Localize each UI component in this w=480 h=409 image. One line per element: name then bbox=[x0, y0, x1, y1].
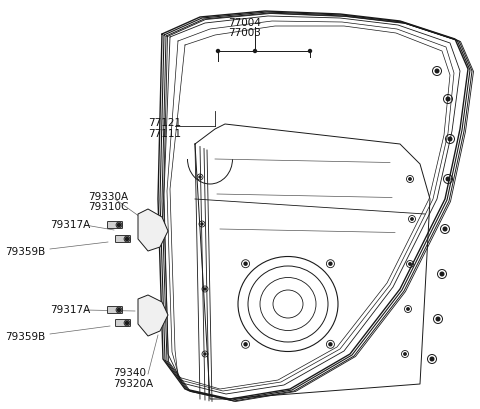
Circle shape bbox=[409, 263, 411, 265]
Circle shape bbox=[244, 263, 247, 265]
Circle shape bbox=[204, 353, 206, 355]
FancyBboxPatch shape bbox=[108, 222, 122, 229]
Circle shape bbox=[404, 353, 406, 355]
Circle shape bbox=[411, 218, 413, 221]
Text: 79359B: 79359B bbox=[5, 331, 45, 341]
Text: 79317A: 79317A bbox=[50, 304, 90, 314]
Circle shape bbox=[446, 98, 450, 101]
Text: 79320A: 79320A bbox=[113, 378, 153, 388]
FancyBboxPatch shape bbox=[116, 236, 131, 243]
Circle shape bbox=[125, 322, 129, 325]
Circle shape bbox=[253, 50, 256, 53]
Circle shape bbox=[124, 320, 130, 326]
Text: 77003: 77003 bbox=[228, 28, 261, 38]
Circle shape bbox=[407, 308, 409, 310]
Circle shape bbox=[118, 224, 120, 227]
Polygon shape bbox=[138, 209, 168, 252]
Circle shape bbox=[440, 272, 444, 276]
Circle shape bbox=[309, 50, 312, 53]
Text: 79317A: 79317A bbox=[50, 220, 90, 229]
Circle shape bbox=[216, 50, 219, 53]
Circle shape bbox=[118, 309, 120, 312]
Text: 79340: 79340 bbox=[113, 367, 146, 377]
Circle shape bbox=[204, 288, 206, 290]
Circle shape bbox=[329, 343, 332, 346]
Circle shape bbox=[116, 222, 122, 229]
Circle shape bbox=[199, 177, 201, 179]
Circle shape bbox=[201, 223, 203, 225]
Circle shape bbox=[430, 357, 434, 361]
Text: 79359B: 79359B bbox=[5, 246, 45, 256]
FancyBboxPatch shape bbox=[116, 320, 131, 327]
Circle shape bbox=[436, 317, 440, 321]
Circle shape bbox=[409, 178, 411, 181]
Circle shape bbox=[448, 138, 452, 142]
Circle shape bbox=[244, 343, 247, 346]
Circle shape bbox=[329, 263, 332, 265]
Circle shape bbox=[125, 238, 129, 241]
Text: 77004: 77004 bbox=[228, 18, 261, 28]
FancyBboxPatch shape bbox=[108, 307, 122, 314]
Polygon shape bbox=[138, 295, 168, 336]
Circle shape bbox=[124, 236, 130, 243]
Circle shape bbox=[435, 70, 439, 74]
Text: 77121: 77121 bbox=[148, 118, 181, 128]
Text: 79330A: 79330A bbox=[88, 191, 128, 202]
Text: 79310C: 79310C bbox=[88, 202, 128, 211]
Circle shape bbox=[443, 228, 447, 231]
Text: 77111: 77111 bbox=[148, 129, 181, 139]
Circle shape bbox=[116, 307, 122, 313]
Circle shape bbox=[446, 178, 450, 181]
